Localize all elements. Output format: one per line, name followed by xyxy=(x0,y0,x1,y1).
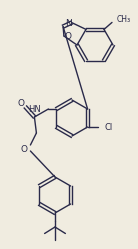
Text: O: O xyxy=(21,144,28,153)
Text: N: N xyxy=(65,19,72,28)
Text: HN: HN xyxy=(28,105,40,114)
Text: Cl: Cl xyxy=(105,123,113,131)
Text: O: O xyxy=(64,32,71,42)
Text: O: O xyxy=(18,99,25,108)
Text: CH₃: CH₃ xyxy=(117,15,131,24)
